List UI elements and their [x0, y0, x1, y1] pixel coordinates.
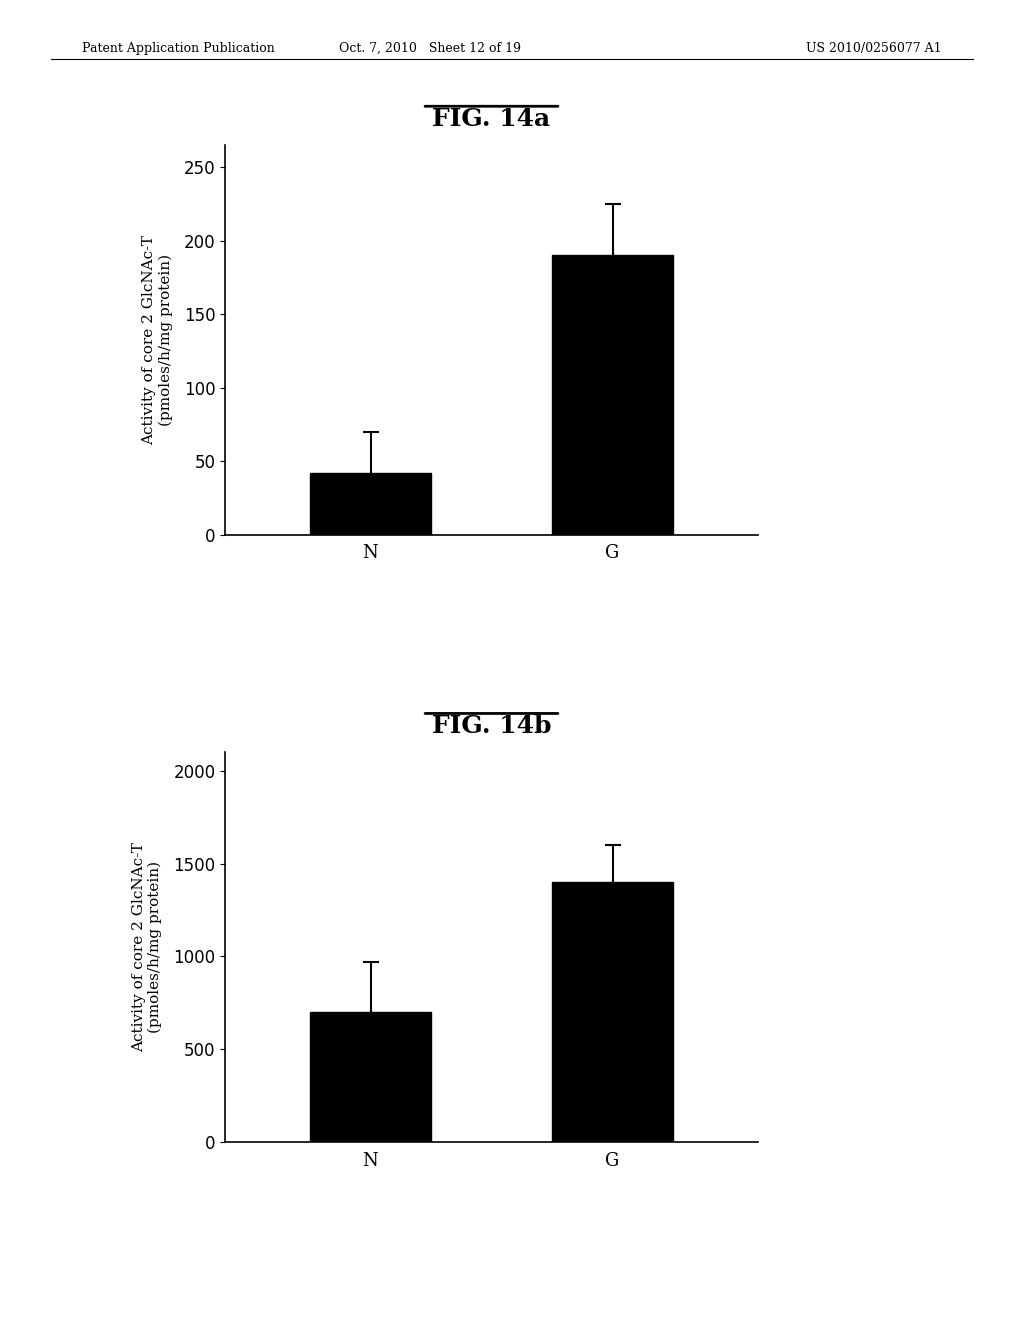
Title: FIG. 14a: FIG. 14a	[432, 107, 551, 131]
Title: FIG. 14b: FIG. 14b	[432, 714, 551, 738]
Bar	[310, 473, 431, 535]
Y-axis label: Activity of core 2 GlcNAc-T
(pmoles/h/mg protein): Activity of core 2 GlcNAc-T (pmoles/h/mg…	[132, 842, 163, 1052]
Text: Patent Application Publication: Patent Application Publication	[82, 42, 274, 55]
Text: Oct. 7, 2010   Sheet 12 of 19: Oct. 7, 2010 Sheet 12 of 19	[339, 42, 521, 55]
Bar	[552, 255, 673, 535]
Bar	[310, 1012, 431, 1142]
Text: US 2010/0256077 A1: US 2010/0256077 A1	[807, 42, 942, 55]
Y-axis label: Activity of core 2 GlcNAc-T
(pmoles/h/mg protein): Activity of core 2 GlcNAc-T (pmoles/h/mg…	[142, 235, 173, 445]
Bar	[552, 882, 673, 1142]
